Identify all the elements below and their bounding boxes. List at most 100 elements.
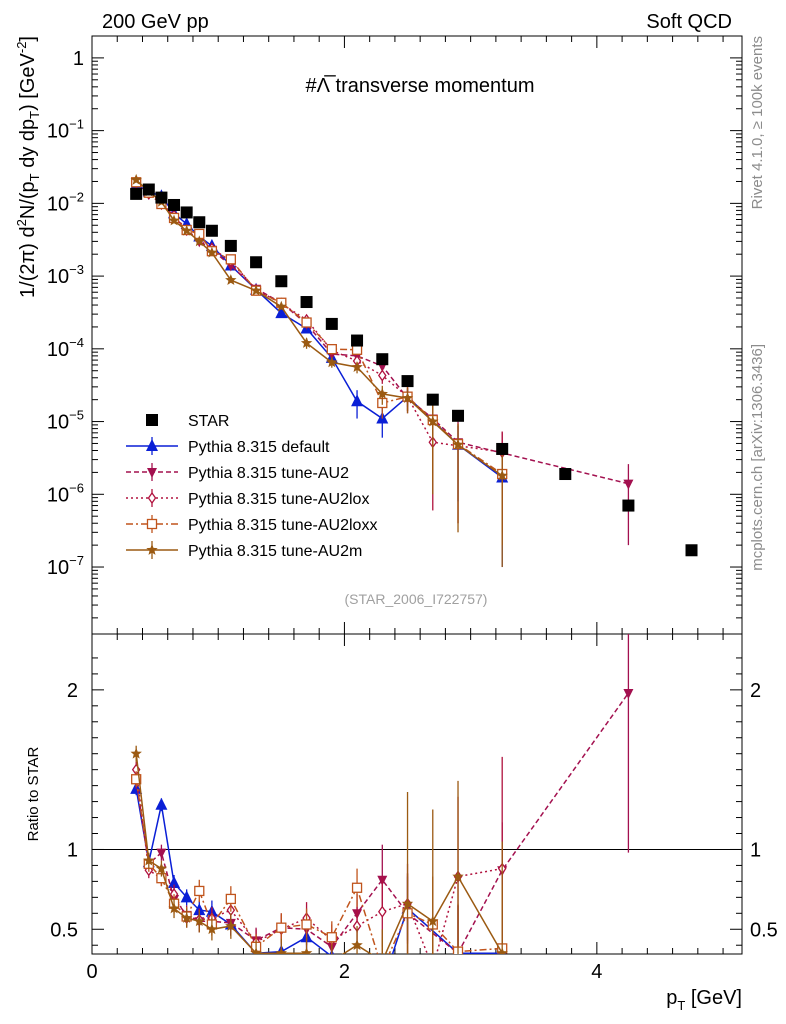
data-point-au2m [250,284,262,296]
ratio-point-default [155,797,168,810]
main-series-layer [130,173,698,568]
ratio-point-au2m [401,897,414,909]
ratio-series-au2loxx [131,771,508,954]
ylabel-part-c: dy dp [17,119,39,173]
data-point-star [250,256,263,269]
data-point-star [351,334,364,347]
ylabel-sub-t2: T [27,111,42,119]
ratio-y-axis-label: Ratio to STAR [25,746,42,841]
ylabel-part-d: ) [GeV [17,52,39,110]
series-default [130,177,509,568]
data-point-default [351,394,364,407]
x-tick-label: 4 [591,961,602,983]
ratio-point-au2 [156,848,167,859]
main-y-axis-ticks: 110−110−210−310−410−510−610−7 [47,35,742,619]
ratio-point-au2m [452,870,464,882]
data-point-star [401,375,414,388]
ratio-point-au2loxx [225,893,236,905]
data-point-au2m [193,235,205,247]
legend-label: Pythia 8.315 tune-AU2m [188,543,362,560]
ylabel-sup-2: 2 [14,219,29,226]
ratio-point-au2m [275,947,287,954]
xlabel-part-a: p [666,987,677,1009]
legend-item-au2m: Pythia 8.315 tune-AU2m [126,541,362,560]
ratio-point-au2loxx [194,885,205,897]
analysis-watermark: (STAR_2006_I722757) [345,591,488,607]
ratio-point-au2m [496,947,508,954]
ratio-line-default [135,788,503,954]
ratio-y-tick-label: 0.5 [750,919,778,941]
ratio-point-au2loxx [301,919,312,930]
y-tick-label: 10−6 [47,480,84,506]
ratio-y-tick-label: 1 [67,839,78,861]
legend-label: STAR [188,413,229,430]
main-x-axis-ticks [91,36,724,634]
ratio-point-au2m [168,902,180,914]
legend-label: Pythia 8.315 tune-AU2loxx [188,517,377,534]
header-right-label: Soft QCD [646,11,732,33]
ratio-point-au2m [377,955,388,966]
ratio-y-tick-label: 2 [67,680,78,702]
ylabel-part-e: ] [17,36,39,42]
ratio-series-layer [130,634,634,990]
y-tick-label-base: 10 [47,484,69,506]
data-point-au2m [401,392,414,403]
y-tick-label-exponent: −7 [69,553,84,568]
ylabel-part-a: 1/(2π) d [17,226,39,298]
series-line-au2m [135,179,503,477]
x-tick-label: 2 [339,961,350,983]
y-tick-label-base: 1 [73,48,84,70]
legend-marker-au2lox [147,491,157,505]
ratio-plot-frame [91,633,743,955]
ratio-point-au2m [193,915,205,927]
data-point-au2m [326,356,338,368]
legend-item-au2loxx: Pythia 8.315 tune-AU2loxx [126,515,377,534]
y-tick-label: 1 [73,48,84,70]
data-point-au2m [168,214,180,226]
data-point-star [205,224,218,237]
legend-item-default: Pythia 8.315 default [126,437,330,456]
y-tick-label: 10−4 [47,335,84,361]
data-point-star [325,317,338,330]
data-point-star [685,544,698,557]
y-tick-label-base: 10 [47,339,69,361]
ratio-y-axis-ticks: 0.5 0.5 1 1 2 2 [50,657,778,946]
ratio-point-au2lox [377,905,387,918]
y-tick-label-base: 10 [47,412,69,434]
data-point-au2m [300,337,313,348]
ylabel-sub-t1: T [27,173,42,181]
series-au2m [130,173,508,568]
ratio-series-au2m [130,745,508,966]
ratio-point-au2m [250,947,262,954]
plot-title: #Λ̅ transverse momentum [306,74,535,97]
x-axis-label: pT [GeV] [666,987,742,1013]
data-point-star [426,393,439,406]
ratio-y-tick-label: 1 [750,839,761,861]
ratio-x-axis-ticks: 0 2 4 [86,634,724,983]
data-point-au2m [452,438,464,450]
data-point-au2m [181,224,193,236]
ratio-point-default [168,875,181,888]
y-tick-label: 10−1 [47,117,84,143]
ratio-point-au2m [130,747,142,759]
y-tick-label-base: 10 [47,266,69,288]
data-point-au2loxx [301,317,312,328]
data-point-au2m [275,300,287,312]
ratio-point-au2m [326,955,337,966]
ratio-point-default [376,978,388,990]
data-point-star [142,183,155,196]
mcplots-label: mcplots.cern.ch [arXiv:1306.3436] [749,344,766,571]
y-tick-label-base: 10 [47,557,69,579]
legend-marker-au2loxx [146,518,158,530]
data-point-star [496,442,509,455]
data-point-star [224,239,237,252]
data-point-star [452,409,465,422]
ratio-point-au2m [206,923,218,935]
x-tick-label: 0 [86,961,97,983]
ratio-y-tick-label: 2 [750,680,761,702]
legend-item-au2lox: Pythia 8.315 tune-AU2lox [126,489,369,508]
y-tick-label-exponent: −4 [69,335,84,350]
data-point-default [275,306,288,319]
y-tick-label-base: 10 [47,121,69,143]
